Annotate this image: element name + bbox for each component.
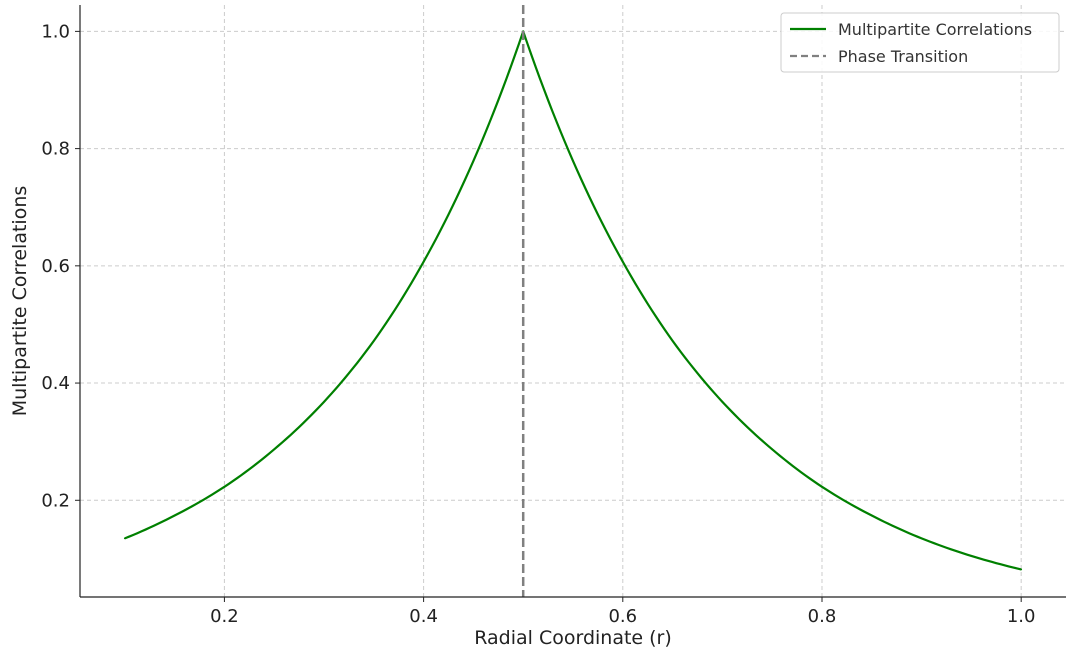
grid [80, 5, 1066, 597]
data-point [572, 160, 574, 162]
x-tick-label: 0.8 [808, 606, 837, 627]
data-point [323, 400, 325, 403]
data-point [771, 448, 774, 451]
series-line-multipartite-correlations [124, 30, 1022, 571]
legend-label-phase-transition: Phase Transition [838, 47, 968, 66]
x-axis-label: Radial Coordinate (r) [474, 627, 672, 649]
data-point [721, 400, 724, 403]
legend: Multipartite Correlations Phase Transiti… [780, 12, 1060, 73]
ticks: 0.2 0.4 0.6 0.8 1.0 0.2 0.4 0.6 0.8 1.0 [41, 21, 1035, 627]
data-point [173, 514, 176, 517]
y-tick-label: 0.6 [41, 256, 70, 277]
y-tick-label: 0.8 [41, 139, 70, 160]
data-point [870, 514, 873, 517]
data-point [621, 260, 624, 263]
series-layer [123, 5, 1023, 597]
data-point [671, 339, 674, 342]
axes [79, 5, 1066, 598]
data-point [372, 339, 375, 342]
data-point [970, 555, 973, 557]
x-tick-label: 1.0 [1007, 606, 1036, 627]
data-point [1020, 568, 1023, 571]
legend-label-multipartite-correlations: Multipartite Correlations [838, 20, 1032, 39]
legend-box [780, 12, 1060, 73]
data-point [273, 448, 276, 451]
data-point [920, 537, 923, 540]
y-tick-label: 0.4 [41, 373, 70, 394]
x-tick-label: 0.4 [409, 606, 438, 627]
x-tick-label: 0.6 [608, 606, 637, 627]
x-tick-label: 0.2 [210, 606, 239, 627]
data-point [472, 160, 475, 162]
data-point [422, 260, 425, 263]
y-tick-label: 1.0 [41, 21, 70, 42]
y-axis-label: Multipartite Correlations [9, 186, 31, 417]
data-point [123, 537, 126, 540]
data-point [821, 485, 823, 488]
data-point [223, 485, 226, 488]
y-tick-label: 0.2 [41, 490, 70, 511]
